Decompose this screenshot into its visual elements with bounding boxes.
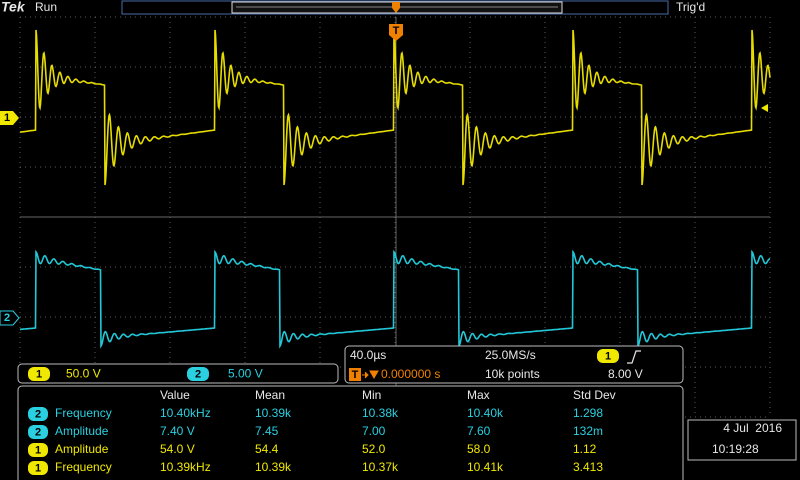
- channel-2-marker-label: 2: [4, 312, 10, 324]
- datetime-box: [687, 419, 797, 461]
- trigger-source: 1: [605, 350, 611, 362]
- acquisition-status: Run: [35, 0, 57, 14]
- trigger-level-marker: [761, 104, 768, 112]
- trigger-position-arrow: [362, 370, 379, 380]
- measurement-cell: 1.298: [573, 406, 603, 420]
- channel-2-scale: 5.00 V: [228, 367, 263, 381]
- trigger-marker: [389, 24, 403, 41]
- trigger-source-badge: [597, 349, 619, 363]
- measurement-cell: 132m: [573, 424, 603, 438]
- measurement-cell: 10.39kHz: [160, 460, 211, 474]
- date: 4 Jul 2016: [723, 421, 782, 435]
- channel-1-marker: [0, 111, 19, 125]
- trigger-marker-label: T: [393, 25, 400, 37]
- channel-readout: [17, 363, 339, 384]
- record-bar: [121, 0, 669, 15]
- measurement-name: Amplitude: [55, 424, 109, 438]
- channel-1-marker-label: 1: [4, 112, 10, 124]
- logo: Tek: [1, 0, 26, 15]
- trigger-slope-icon: [627, 350, 641, 364]
- horizontal-scale: 40.0µs: [350, 348, 386, 362]
- column-header: Value: [160, 388, 190, 402]
- trigger-state: Trig'd: [676, 0, 705, 14]
- measurement-cell: 1.12: [573, 442, 597, 456]
- trigger-position-icon: [392, 2, 400, 13]
- horizontal-position: 0.000000 s: [381, 367, 440, 381]
- measurement-name: Amplitude: [55, 442, 109, 456]
- row-channel: 2: [35, 408, 41, 420]
- measurement-cell: 10.39k: [255, 460, 292, 474]
- channel-2-waveform: [20, 249, 770, 349]
- channel-2-badge-label: 2: [195, 368, 201, 380]
- measurement-cell: 10.40k: [467, 406, 504, 420]
- channel-1-badge: [28, 367, 50, 381]
- measurement-cell: 10.40kHz: [160, 406, 211, 420]
- channel-2-badge: [187, 367, 209, 381]
- row-channel: 2: [35, 426, 41, 438]
- channel-1-waveform: [19, 29, 771, 186]
- channel-badge: [28, 425, 48, 439]
- measurement-cell: 7.60: [467, 424, 491, 438]
- row-channel: 1: [35, 444, 41, 456]
- measurement-cell: 10.38k: [362, 406, 399, 420]
- channel-badge: [28, 461, 48, 475]
- channel-1-scale: 50.0 V: [66, 367, 101, 381]
- record-length: 10k points: [485, 367, 540, 381]
- time: 10:19:28: [712, 442, 759, 456]
- channel-2-marker: [0, 310, 20, 326]
- measurement-cell: 7.40 V: [160, 424, 195, 438]
- channel-1-badge-label: 1: [36, 368, 42, 380]
- column-header: Max: [467, 388, 490, 402]
- trigger-position-badge: [349, 368, 361, 381]
- measurement-cell: 58.0: [467, 442, 491, 456]
- measurement-cell: 54.0 V: [160, 442, 195, 456]
- column-header: Mean: [255, 388, 285, 402]
- measurement-cell: 3.413: [573, 460, 603, 474]
- measurement-name: Frequency: [55, 406, 112, 420]
- trigger-position-badge-label: T: [352, 369, 359, 381]
- trigger-level: 8.00 V: [608, 367, 643, 381]
- sample-rate: 25.0MS/s: [485, 348, 536, 362]
- measurement-cell: 10.37k: [362, 460, 399, 474]
- measurement-cell: 10.41k: [467, 460, 504, 474]
- channel-badge: [28, 407, 48, 421]
- measurement-name: Frequency: [55, 460, 112, 474]
- measurement-panel: [17, 385, 684, 480]
- measurement-table: Value Mean Min Max Std Dev 2 Frequency 10.40kHz…: [28, 388, 616, 475]
- channel-badge: [28, 443, 48, 457]
- measurement-cell: 10.39k: [255, 406, 292, 420]
- measurement-cell: 54.4: [255, 442, 279, 456]
- row-channel: 1: [35, 462, 41, 474]
- column-header: Std Dev: [573, 388, 616, 402]
- measurement-cell: 7.00: [362, 424, 386, 438]
- measurement-cell: 52.0: [362, 442, 386, 456]
- measurement-cell: 7.45: [255, 424, 279, 438]
- column-header: Min: [362, 388, 381, 402]
